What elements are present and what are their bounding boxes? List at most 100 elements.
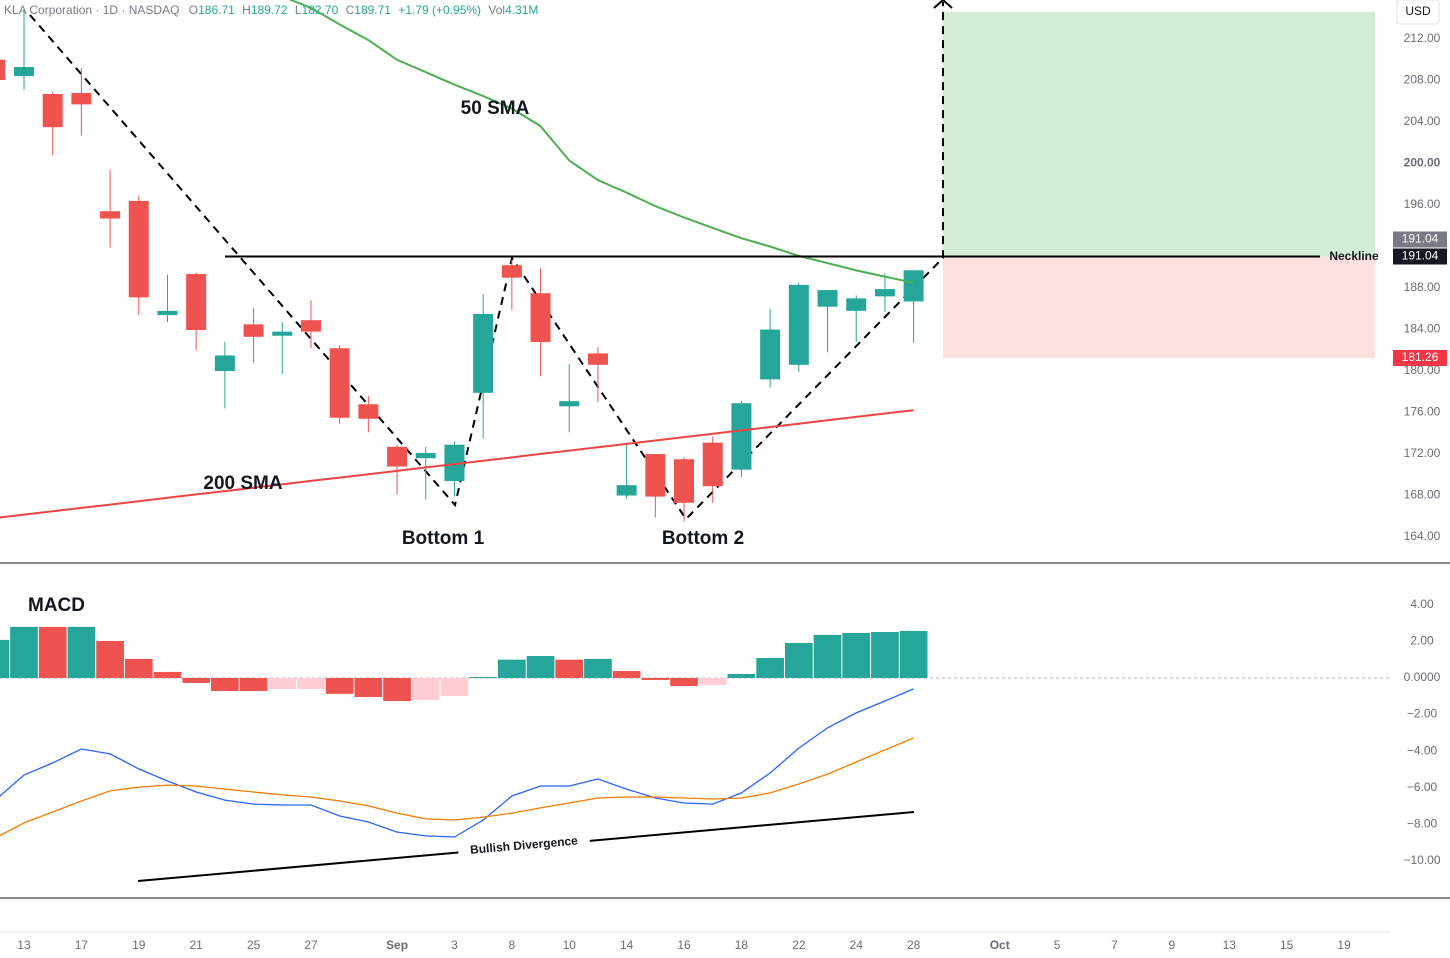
profit-zone (943, 12, 1375, 257)
histogram-bar (469, 677, 498, 679)
key: O (189, 3, 198, 17)
candle-body (559, 401, 580, 407)
candle-body (817, 290, 838, 307)
close-value: 189.71 (354, 3, 391, 17)
histogram-bar (727, 673, 756, 678)
histogram-bar (211, 677, 239, 691)
candle-body (157, 310, 178, 316)
candle-body (214, 355, 235, 372)
y-tick-label: 188.00 (1404, 280, 1441, 294)
candle-body (674, 459, 695, 503)
y-tick-label: 204.00 (1404, 114, 1441, 128)
y-tick-label: 196.00 (1404, 197, 1441, 211)
price-label: 181.26 (1402, 350, 1439, 364)
histogram-bar (526, 655, 555, 678)
candle-body (71, 92, 92, 105)
histogram-bar (899, 630, 928, 678)
key: H (242, 3, 251, 17)
histogram-bar (67, 626, 96, 678)
x-tick-label: 7 (1111, 938, 1118, 952)
histogram-bar (440, 677, 469, 696)
x-tick-label: Oct (990, 938, 1010, 952)
candle-body (42, 94, 63, 128)
candle-body (128, 200, 149, 298)
header: KLA Corporation · 1D · NASDAQ O186.71 H1… (4, 3, 538, 17)
candle-body (903, 270, 924, 302)
key: L (295, 3, 302, 17)
y-tick-label: 2.00 (1410, 634, 1434, 648)
sma-label: 200 SMA (203, 473, 282, 494)
price-label-box (1393, 248, 1447, 265)
key: C (346, 3, 355, 17)
candle-body (731, 403, 752, 470)
histogram-bar (670, 677, 698, 687)
price-label: 191.04 (1402, 249, 1439, 263)
low-value: 182.70 (302, 3, 339, 17)
histogram-bar (784, 642, 813, 678)
candle-body (874, 289, 895, 297)
candle-body (415, 453, 436, 459)
y-tick-label: 180.00 (1404, 363, 1441, 377)
histogram-bar (38, 626, 67, 678)
histogram-bar (641, 677, 670, 680)
candle-body (186, 274, 207, 331)
candle-body (243, 324, 264, 337)
y-tick-label: 172.00 (1404, 446, 1441, 460)
sma-line (288, 0, 914, 284)
x-tick-label: 17 (75, 938, 89, 952)
x-tick-label: 25 (247, 938, 261, 952)
x-tick-label: 5 (1054, 938, 1061, 952)
price-label-box (1393, 231, 1447, 248)
histogram-bar (813, 634, 842, 678)
annotation: Bottom 2 (662, 528, 744, 549)
histogram-bar (411, 677, 440, 700)
sma-label: 50 SMA (461, 98, 530, 119)
histogram-bar (842, 632, 871, 678)
sma-line (0, 409, 914, 519)
change: +1.79 (+0.95%) (398, 3, 481, 17)
y-tick-label: −8.00 (1407, 817, 1438, 831)
y-tick-label: 0.0000 (1404, 670, 1441, 684)
x-tick-label: 18 (735, 938, 749, 952)
histogram-bar (698, 677, 727, 685)
histogram-bar (124, 658, 153, 678)
candle-body (702, 442, 723, 487)
currency[interactable]: USD (1405, 4, 1431, 18)
panel-title: MACD (28, 595, 85, 616)
open-value: 186.71 (198, 3, 235, 17)
high-value: 189.72 (251, 3, 288, 17)
x-tick-label: 27 (304, 938, 318, 952)
y-tick-label: −10.00 (1403, 853, 1440, 867)
histogram-bar (0, 639, 10, 678)
histogram-bar (756, 658, 784, 678)
candle-body (616, 485, 637, 496)
annotation-bg (457, 832, 591, 861)
y-tick-label: −2.00 (1407, 707, 1438, 721)
candle-body (760, 329, 781, 380)
arrow-head (933, 0, 953, 9)
x-tick-label: 19 (1337, 938, 1351, 952)
histogram-bar (383, 677, 411, 702)
histogram-bar (239, 677, 268, 691)
y-tick-label: 208.00 (1404, 73, 1441, 87)
histogram-bar (498, 659, 526, 678)
loss-zone (943, 256, 1375, 358)
x-tick-label: 9 (1169, 938, 1176, 952)
price-label-box (1393, 349, 1447, 366)
macd-line (0, 737, 914, 837)
histogram-bar (182, 677, 211, 683)
x-tick-label: 28 (907, 938, 921, 952)
x-tick-label: 10 (563, 938, 577, 952)
histogram-bar (10, 626, 38, 678)
y-tick-label: 176.00 (1404, 405, 1441, 419)
histogram-bar (297, 677, 325, 689)
currency-box[interactable] (1396, 0, 1440, 25)
x-tick-label: 3 (451, 938, 458, 952)
pattern-drawing (29, 2, 944, 521)
y-tick-label: 4.00 (1410, 597, 1434, 611)
key: Vol (488, 3, 505, 17)
candle-body (272, 331, 293, 336)
y-tick-label: 212.00 (1404, 31, 1441, 45)
